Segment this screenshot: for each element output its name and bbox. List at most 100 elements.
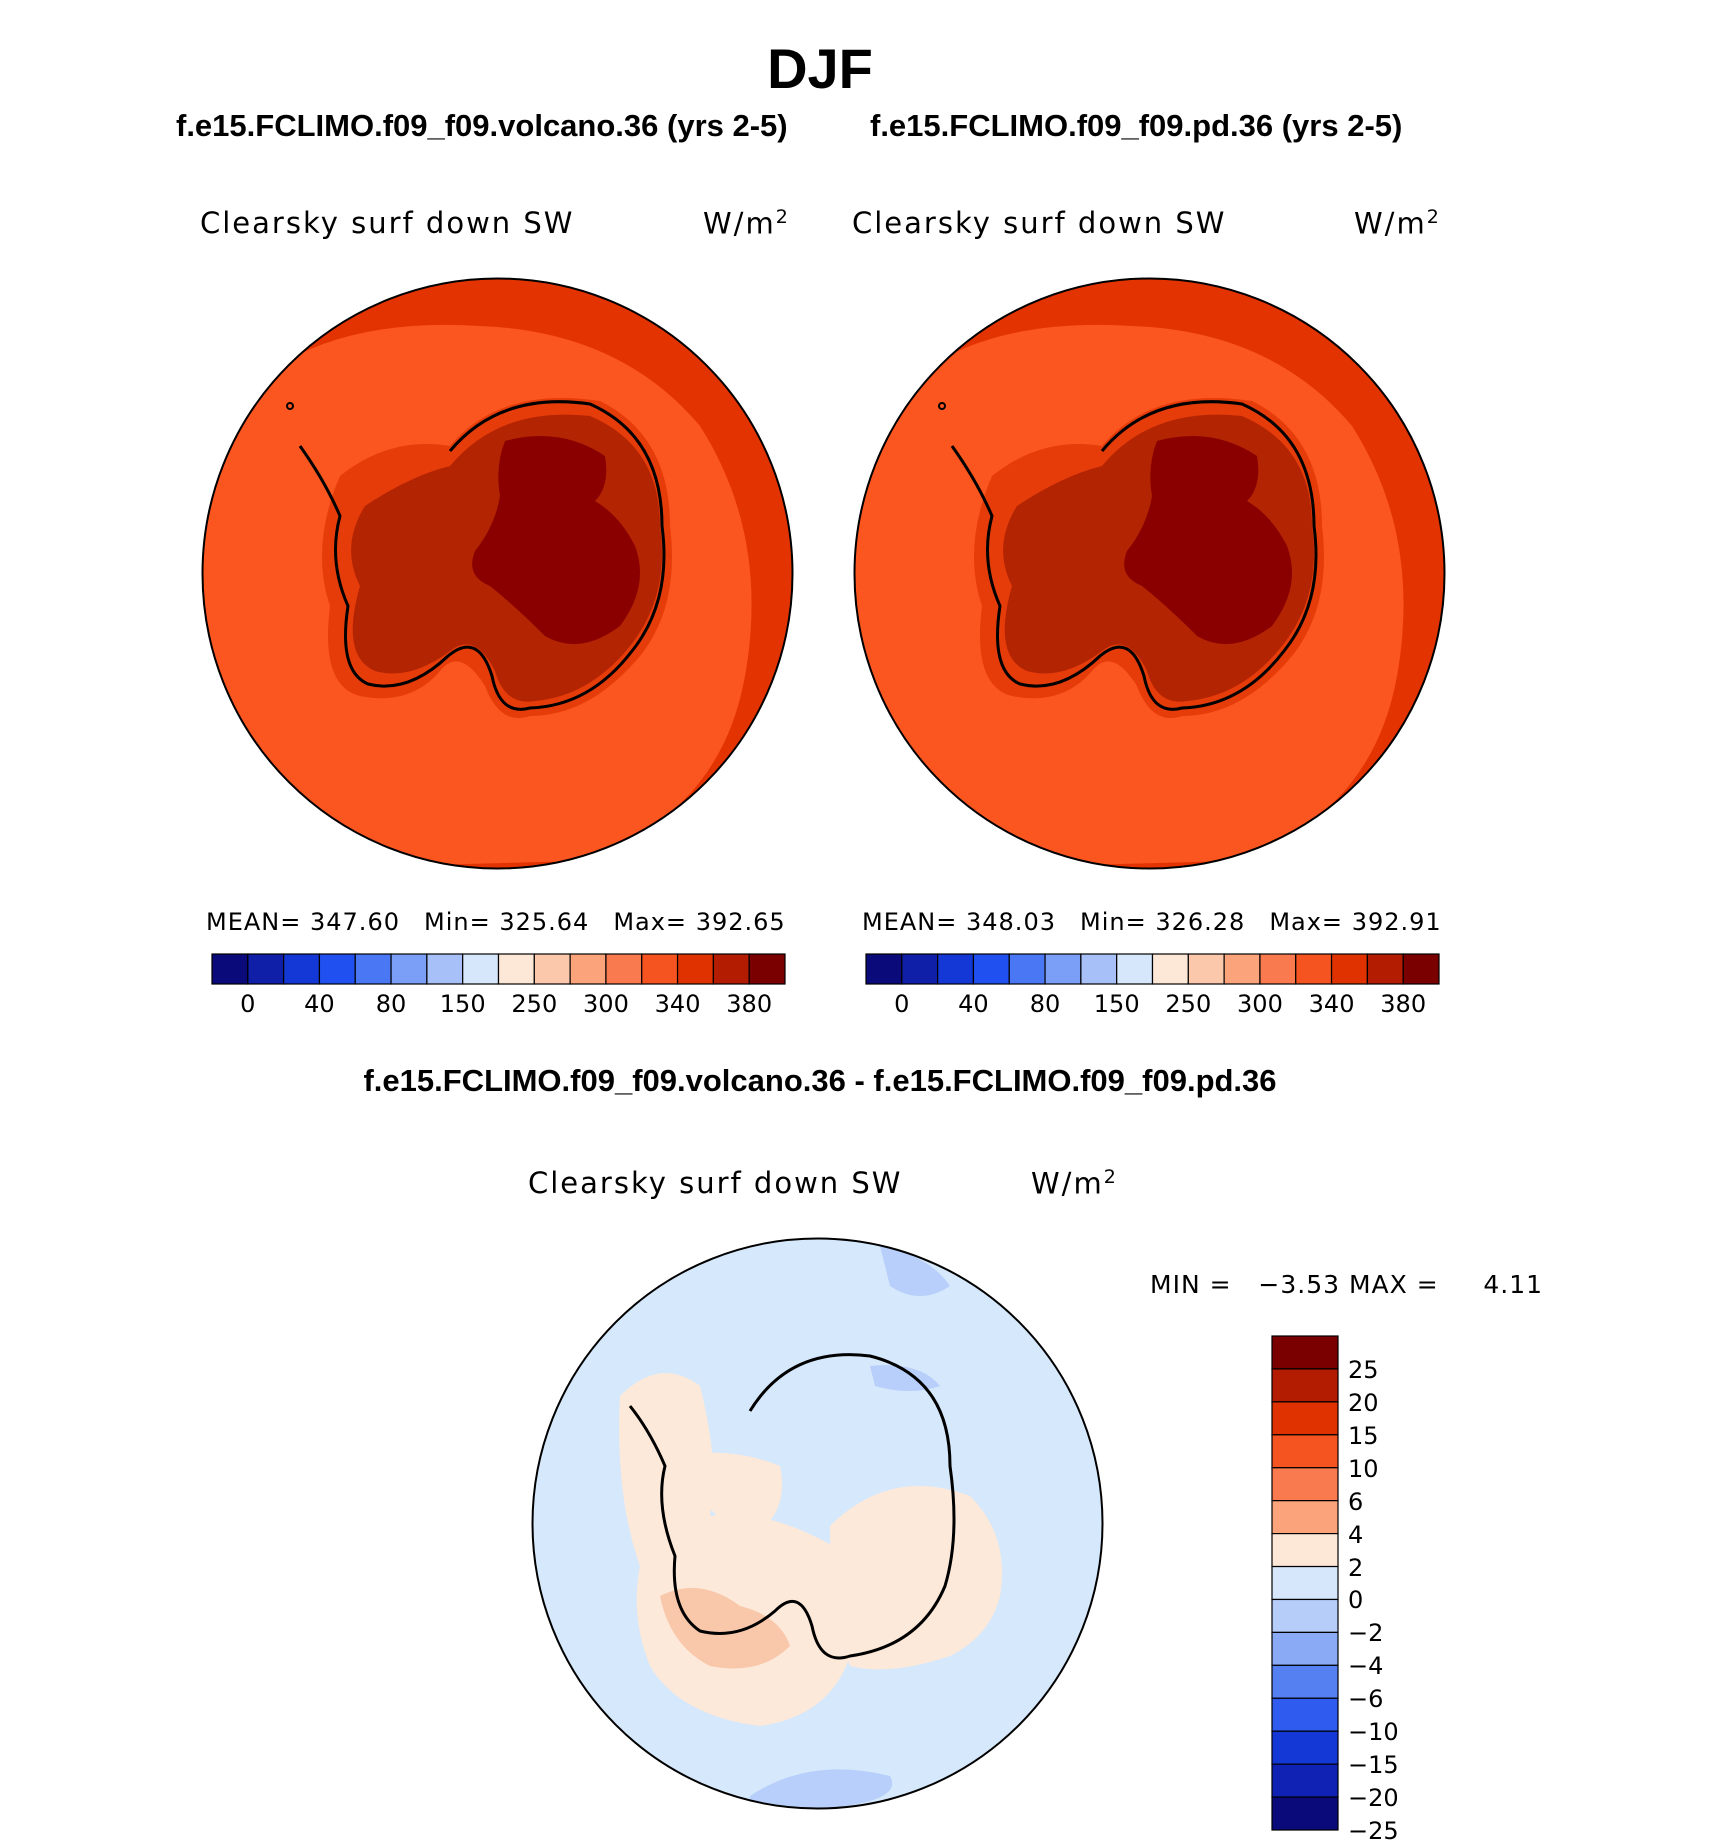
colorbar-tick-label: −15 xyxy=(1348,1751,1399,1780)
positive-east-region xyxy=(830,1486,1002,1670)
colorbar-tick-label: 340 xyxy=(1308,990,1355,1018)
colorbar-swatch xyxy=(247,953,285,985)
colorbar-swatch xyxy=(497,953,535,985)
colorbar-swatch xyxy=(1271,1533,1339,1568)
colorbar-swatch xyxy=(712,953,750,985)
colorbar-swatch xyxy=(1271,1664,1339,1699)
colorbar-swatch xyxy=(1044,953,1082,985)
antarctic-coastline xyxy=(950,400,1318,711)
difference-variable-label: Clearsky surf down SW xyxy=(528,1166,903,1200)
sub-antarctic-island xyxy=(938,402,946,410)
diff-min-label: MIN = xyxy=(1150,1270,1232,1299)
colorbar-swatch xyxy=(211,953,249,985)
colorbar-swatch xyxy=(1259,953,1297,985)
colorbar-tick-label: 10 xyxy=(1348,1454,1379,1483)
colorbar-tick-label: −6 xyxy=(1348,1685,1384,1714)
difference-colorbar-ticks: 25 20 15 10 6 4 2 0 −2 −4 −6 −10 −15 −20 −25 xyxy=(1348,1336,1428,1845)
colorbar-swatch xyxy=(426,953,464,985)
colorbar-tick-label: 150 xyxy=(1093,990,1140,1018)
colorbar-tick-label: −10 xyxy=(1348,1718,1399,1747)
difference-polar-map xyxy=(531,1237,1104,1810)
colorbar-swatch xyxy=(1366,953,1404,985)
panel-1-units-label: W/m2 xyxy=(703,206,788,241)
mean-stat: MEAN= 347.60 xyxy=(206,908,400,936)
diff-min-value: −3.53 xyxy=(1258,1270,1341,1299)
colorbar-swatch xyxy=(1271,1598,1339,1634)
colorbar-tick-label: 20 xyxy=(1348,1388,1379,1417)
colorbar-swatch xyxy=(390,953,428,985)
negative-patch-south xyxy=(750,1769,893,1809)
colorbar-swatch xyxy=(1223,953,1261,985)
panel-1-colorbar xyxy=(211,953,786,985)
plateau-region xyxy=(1124,436,1292,644)
colorbar-swatch xyxy=(972,953,1010,985)
colorbar-tick-label: −20 xyxy=(1348,1784,1399,1813)
antarctic-coastline xyxy=(298,400,666,711)
colorbar-tick-label: −4 xyxy=(1348,1652,1384,1681)
colorbar-swatch xyxy=(1295,953,1333,985)
negative-patch-north xyxy=(880,1246,950,1296)
panel-2-units-label: W/m2 xyxy=(1354,206,1439,241)
colorbar-swatch xyxy=(1402,953,1440,985)
colorbar-swatch xyxy=(1271,1467,1339,1502)
difference-units-label: W/m2 xyxy=(1031,1166,1116,1201)
plateau-region xyxy=(472,436,640,644)
colorbar-swatch xyxy=(1271,1631,1339,1666)
colorbar-tick-label: 380 xyxy=(726,990,773,1018)
panel-2-stats: MEAN= 348.03 Min= 326.28 Max= 392.91 xyxy=(862,908,1442,936)
colorbar-tick-label: 340 xyxy=(654,990,701,1018)
colorbar-tick-label: 300 xyxy=(1237,990,1283,1018)
panel-1-stats: MEAN= 347.60 Min= 325.64 Max= 392.65 xyxy=(206,908,786,936)
colorbar-swatch xyxy=(354,953,392,985)
colorbar-swatch xyxy=(605,953,643,985)
colorbar-swatch xyxy=(1271,1368,1339,1403)
colorbar-swatch xyxy=(1080,953,1118,985)
min-stat: Min= 326.28 xyxy=(1079,908,1246,936)
colorbar-swatch xyxy=(533,953,571,985)
panel-2-colorbar-ticks: 0 40 80 150 250 300 340 380 xyxy=(866,990,1439,1020)
colorbar-swatch xyxy=(1116,953,1154,985)
colorbar-tick-label: 40 xyxy=(958,990,989,1018)
panel-2-case-title: f.e15.FCLIMO.f09_f09.pd.36 (yrs 2-5) xyxy=(870,108,1403,143)
colorbar-swatch xyxy=(1151,953,1189,985)
colorbar-tick-label: 250 xyxy=(1165,990,1212,1018)
panel-1-polar-map xyxy=(201,277,794,870)
diff-max-value: 4.11 xyxy=(1483,1270,1544,1299)
difference-colorbar xyxy=(1271,1335,1339,1831)
colorbar-tick-label: 2 xyxy=(1348,1553,1364,1582)
colorbar-tick-label: 0 xyxy=(1348,1586,1364,1615)
panel-1-colorbar-ticks: 0 40 80 150 250 300 340 380 xyxy=(212,990,785,1020)
colorbar-swatch xyxy=(1271,1796,1339,1831)
colorbar-swatch xyxy=(283,953,321,985)
difference-title: f.e15.FCLIMO.f09_f09.volcano.36 - f.e15.… xyxy=(363,1063,1277,1098)
panel-2-colorbar xyxy=(865,953,1440,985)
colorbar-swatch xyxy=(676,953,714,985)
colorbar-swatch xyxy=(1271,1335,1339,1370)
colorbar-swatch xyxy=(641,953,679,985)
colorbar-tick-label: 15 xyxy=(1348,1421,1379,1450)
panel-1-case-title: f.e15.FCLIMO.f09_f09.volcano.36 (yrs 2-5… xyxy=(176,108,788,143)
colorbar-swatch xyxy=(569,953,607,985)
colorbar-swatch xyxy=(1271,1697,1339,1732)
colorbar-swatch xyxy=(1271,1763,1339,1798)
colorbar-tick-label: 40 xyxy=(304,990,335,1018)
colorbar-swatch xyxy=(1271,1401,1339,1436)
diff-max-label: MAX = xyxy=(1348,1270,1439,1299)
panel-1-variable-label: Clearsky surf down SW xyxy=(200,206,575,240)
colorbar-tick-label: 300 xyxy=(583,990,629,1018)
colorbar-tick-label: 80 xyxy=(375,990,407,1018)
colorbar-swatch xyxy=(318,953,356,985)
colorbar-tick-label: 6 xyxy=(1348,1487,1364,1516)
near-zero-negative-region xyxy=(532,1238,1103,1809)
colorbar-swatch xyxy=(748,953,786,985)
colorbar-tick-label: −25 xyxy=(1348,1817,1399,1845)
colorbar-tick-label: 0 xyxy=(894,990,910,1018)
colorbar-tick-label: 380 xyxy=(1380,990,1427,1018)
panel-2-variable-label: Clearsky surf down SW xyxy=(852,206,1227,240)
figure-title: DJF xyxy=(767,37,873,100)
colorbar-swatch xyxy=(865,953,903,985)
colorbar-swatch xyxy=(1187,953,1225,985)
colorbar-swatch xyxy=(901,953,939,985)
colorbar-swatch xyxy=(1008,953,1046,985)
colorbar-tick-label: 80 xyxy=(1029,990,1061,1018)
